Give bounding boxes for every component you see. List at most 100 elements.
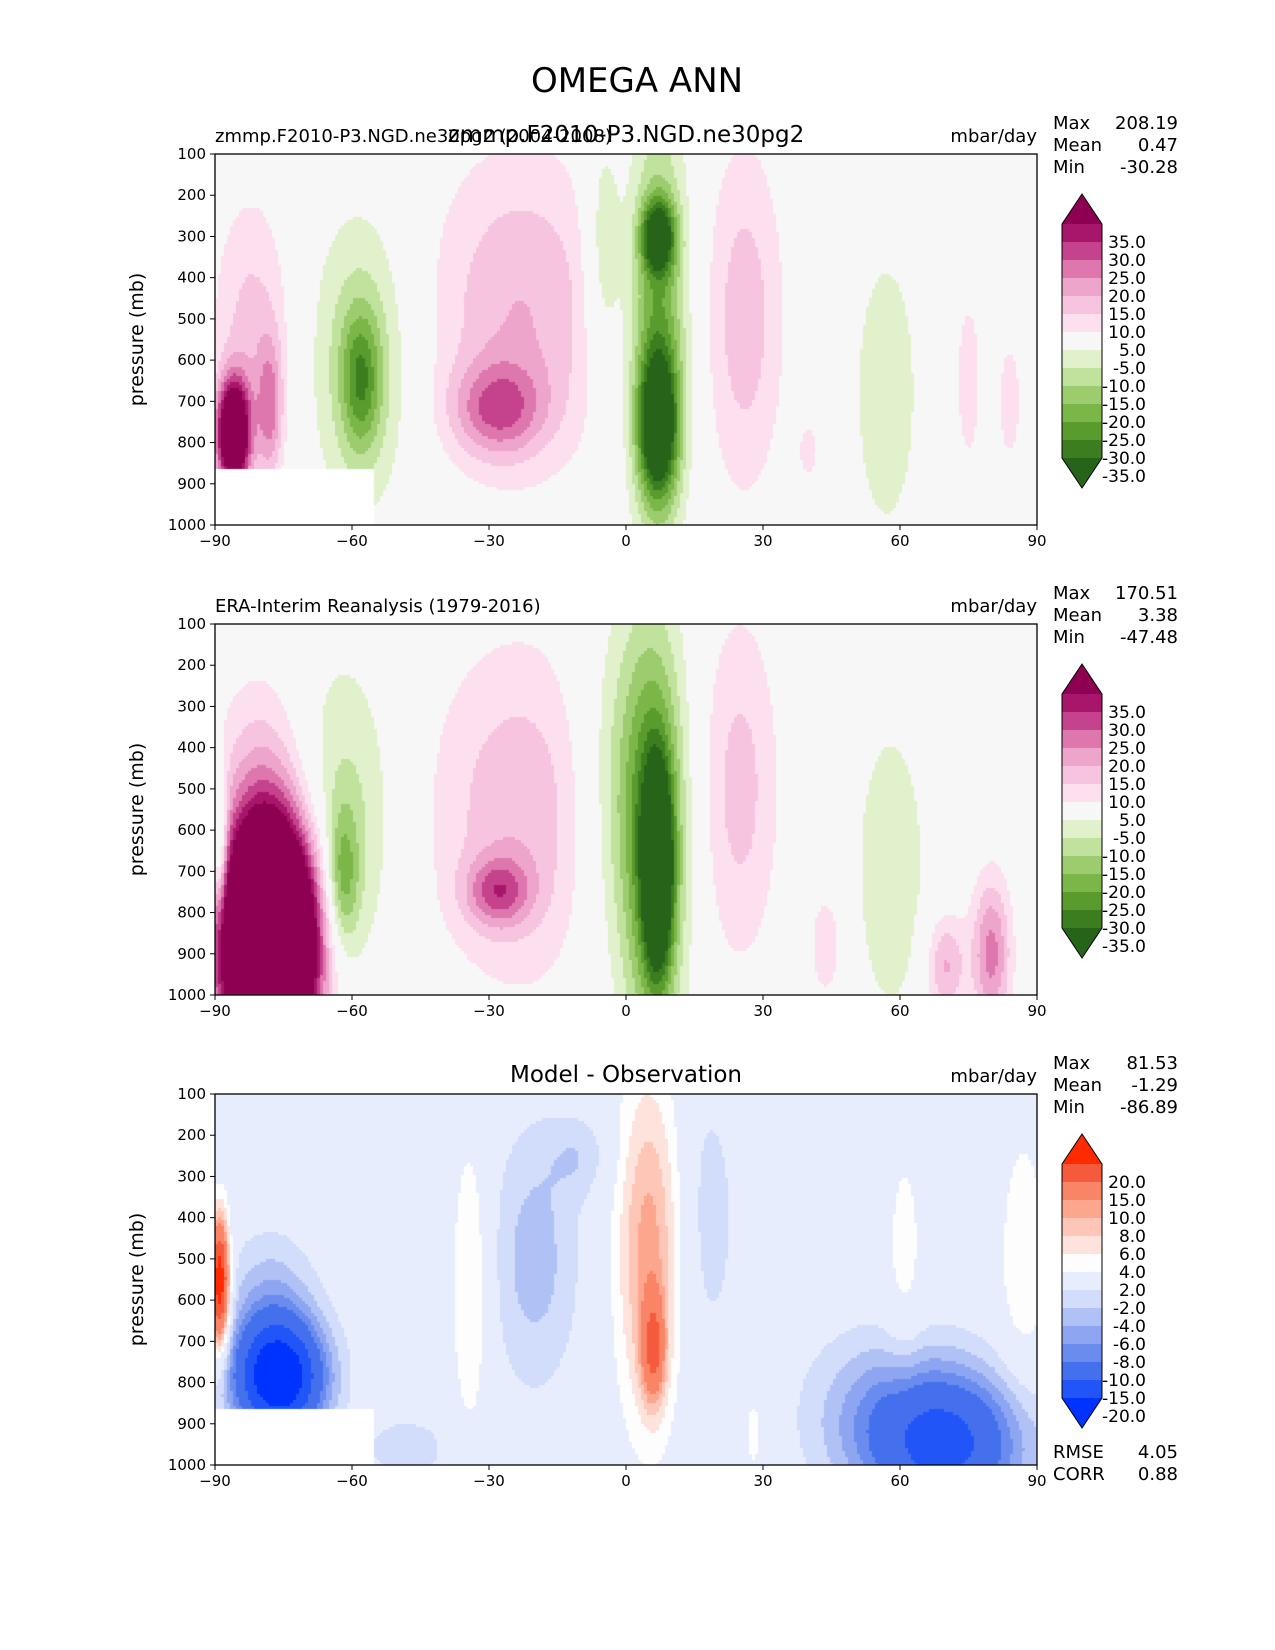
y-tick-label: 900 — [177, 475, 206, 493]
y-tick-label: 200 — [177, 1126, 206, 1144]
y-tick-label: 700 — [177, 862, 206, 880]
colorbar-extend-bottom — [1062, 458, 1102, 488]
y-tick-label: 700 — [177, 392, 206, 410]
y-tick-label: 400 — [177, 269, 206, 287]
colorbar-block — [1062, 730, 1102, 749]
colorbar-tick-label: -5.0 — [1113, 829, 1146, 849]
colorbar-extend-top — [1062, 1134, 1102, 1164]
y-tick-label: 200 — [177, 186, 206, 204]
colorbar-block — [1062, 368, 1102, 387]
y-axis-label: pressure (mb) — [126, 1213, 148, 1347]
panels: −90 −60 −30 0 30 60 90100200300400500600700800… — [126, 113, 1178, 1490]
stat-label: Max — [1053, 583, 1091, 604]
x-tick-label: 0 — [621, 1002, 631, 1020]
colorbar-tick-label: 25.0 — [1108, 269, 1146, 289]
colorbar-block — [1062, 874, 1102, 893]
panel-ref: −90 −60 −30 0 30 60 90 100 200 300 400 500 600 700 800… — [126, 583, 1178, 1020]
colorbar-tick-label: 25.0 — [1108, 739, 1146, 759]
colorbar-tick-label: -5.0 — [1113, 359, 1146, 379]
x-tick-label: 0 — [621, 532, 631, 550]
y-tick-label: 400 — [177, 1209, 206, 1227]
colorbar-block — [1062, 784, 1102, 803]
x-tick-label: −30 — [473, 1472, 505, 1490]
colorbar-block — [1062, 910, 1102, 929]
panel-diff: −90 −60 −30 0 30 60 90 100 200 300 400 500 600 700 800… — [126, 1053, 1178, 1490]
colorbar-tick-label: -10.0 — [1102, 377, 1146, 397]
metric-label: RMSE — [1053, 1442, 1104, 1463]
y-tick-label: 900 — [177, 1415, 206, 1433]
colorbar-block — [1062, 386, 1102, 405]
colorbar-tick-label: 35.0 — [1108, 703, 1146, 723]
y-axis-label: pressure (mb) — [126, 273, 148, 407]
colorbar-tick-label: -15.0 — [1102, 1389, 1146, 1409]
x-tick-label: 60 — [890, 1002, 909, 1020]
x-tick-label: 30 — [753, 532, 772, 550]
colorbar-tick-label: -2.0 — [1113, 1299, 1146, 1319]
colorbar-tick-label: -15.0 — [1102, 395, 1146, 415]
x-tick-label: 90 — [1027, 532, 1046, 550]
x-tick-label: −90 — [199, 1002, 231, 1020]
colorbar-block — [1062, 1218, 1102, 1237]
colorbar-block — [1062, 766, 1102, 785]
x-tick-label: 90 — [1027, 1472, 1046, 1490]
stat-value: -30.28 — [1120, 157, 1178, 178]
x-tick-label: −90 — [199, 532, 231, 550]
colorbar-tick-label: -15.0 — [1102, 865, 1146, 885]
y-tick-label: 1000 — [168, 986, 206, 1004]
stat-value: -47.48 — [1120, 627, 1178, 648]
y-tick-label: 300 — [177, 227, 206, 245]
colorbar-block — [1062, 1290, 1102, 1309]
stat-value: -1.29 — [1131, 1075, 1178, 1096]
colorbar-tick-label: 10.0 — [1108, 793, 1146, 813]
colorbar-block — [1062, 838, 1102, 857]
stat-label: Max — [1053, 113, 1091, 134]
colorbar-tick-label: 20.0 — [1108, 757, 1146, 777]
colorbar-tick-label: 4.0 — [1119, 1263, 1146, 1283]
x-tick-label: 30 — [753, 1472, 772, 1490]
colorbar-tick-label: 15.0 — [1108, 305, 1146, 325]
stat-label: Min — [1053, 1097, 1085, 1118]
stat-value: 81.53 — [1126, 1053, 1178, 1074]
stat-label: Mean — [1053, 605, 1102, 626]
colorbar-block — [1062, 314, 1102, 333]
colorbar-ref: 35.030.025.020.015.010.05.0-5.0-10.0-15.… — [1061, 663, 1146, 959]
contour-field-test — [215, 154, 1037, 525]
stat-label: Mean — [1053, 1075, 1102, 1096]
colorbar-block — [1062, 694, 1102, 713]
colorbar-outline — [1061, 663, 1103, 959]
title-left: ERA-Interim Reanalysis (1979-2016) — [215, 596, 541, 617]
colorbar-block — [1062, 1326, 1102, 1345]
y-tick-label: 600 — [177, 1291, 206, 1309]
colorbar-block — [1062, 422, 1102, 441]
colorbar-tick-label: -35.0 — [1102, 467, 1146, 487]
x-tick-label: 30 — [753, 1002, 772, 1020]
x-tick-label: 60 — [890, 1472, 909, 1490]
stat-label: Max — [1053, 1053, 1091, 1074]
colorbar-block — [1062, 1380, 1102, 1399]
colorbar-tick-label: 20.0 — [1108, 287, 1146, 307]
y-tick-label: 900 — [177, 945, 206, 963]
colorbar-tick-label: -35.0 — [1102, 937, 1146, 957]
x-tick-label: 90 — [1027, 1002, 1046, 1020]
colorbar-tick-label: 10.0 — [1108, 1209, 1146, 1229]
colorbar-tick-label: -20.0 — [1102, 1407, 1146, 1427]
contour-field-ref — [215, 624, 1037, 995]
colorbar-block — [1062, 224, 1102, 243]
colorbar-tick-label: 15.0 — [1108, 775, 1146, 795]
stat-value: 208.19 — [1115, 113, 1178, 134]
panel-test: −90 −60 −30 0 30 60 90 100 200 300 400 500 600 700 800… — [126, 113, 1178, 550]
colorbar-tick-label: -20.0 — [1102, 883, 1146, 903]
colorbar-block — [1062, 404, 1102, 423]
colorbar-block — [1062, 242, 1102, 261]
colorbar-extend-bottom — [1062, 1398, 1102, 1428]
y-tick-label: 100 — [177, 145, 206, 163]
stat-value: 3.38 — [1138, 605, 1178, 626]
stat-value: -86.89 — [1120, 1097, 1178, 1118]
colorbar-tick-label: -30.0 — [1102, 919, 1146, 939]
colorbar-tick-label: 5.0 — [1119, 811, 1146, 831]
colorbar-block — [1062, 1236, 1102, 1255]
colorbar-block — [1062, 856, 1102, 875]
x-tick-label: −30 — [473, 532, 505, 550]
colorbar-tick-label: 8.0 — [1119, 1227, 1146, 1247]
metric-label: CORR — [1053, 1464, 1105, 1485]
